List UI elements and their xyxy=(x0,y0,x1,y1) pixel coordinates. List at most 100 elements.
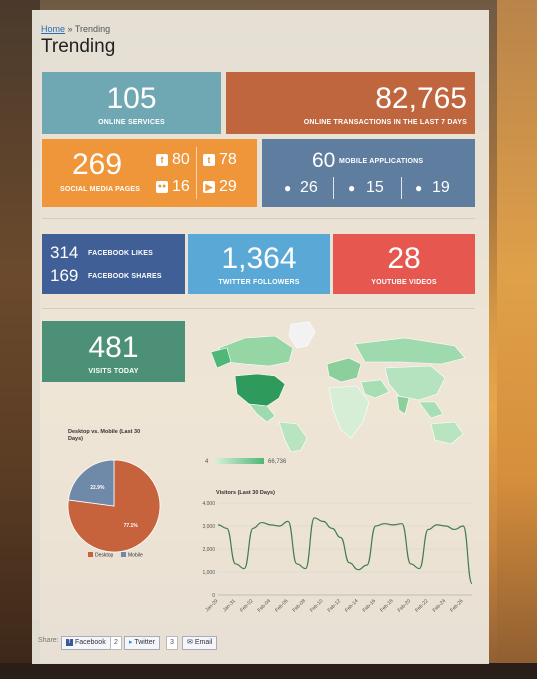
background-bottom xyxy=(0,663,537,679)
youtube-videos-value: 28 xyxy=(387,242,421,275)
facebook-share-icon: f xyxy=(66,638,73,646)
legend-swatch-desktop xyxy=(88,552,93,557)
email-icon: ✉ xyxy=(187,639,193,646)
map-asia xyxy=(384,365,446,401)
mobile-divider-1 xyxy=(333,177,334,199)
map-se-asia xyxy=(418,401,444,419)
map-india xyxy=(396,395,410,415)
share-facebook-button[interactable]: f Facebook xyxy=(61,636,111,650)
map-south-america xyxy=(278,421,308,453)
facebook-likes-value: 314 xyxy=(50,243,79,262)
twitter-followers-value: 1,364 xyxy=(221,242,297,275)
share-email-button[interactable]: ✉ Email xyxy=(182,636,218,650)
youtube-videos-tile: 28 YOUTUBE VIDEOS xyxy=(333,234,475,294)
mobile-apps-label: MOBILE APPLICATIONS xyxy=(339,158,424,165)
visits-today-label: VISITS TODAY xyxy=(88,368,139,375)
map-canada xyxy=(218,335,294,367)
facebook-stats-tile: 314 FACEBOOK LIKES 169 FACEBOOK SHARES xyxy=(42,234,185,294)
share-label: Share: xyxy=(38,637,59,644)
y-tick-label: 3,000 xyxy=(202,524,215,530)
facebook-shares-label: FACEBOOK SHARES xyxy=(88,273,162,280)
x-tick-label: Feb-20 xyxy=(397,598,413,614)
x-tick-label: Feb-08 xyxy=(292,598,308,614)
map-legend-bar xyxy=(214,458,264,464)
x-tick-label: Jan-29 xyxy=(204,598,219,613)
social-media-label: SOCIAL MEDIA PAGES xyxy=(60,186,141,193)
pie-slice-mobile xyxy=(67,459,115,507)
apple-icon: ● xyxy=(284,181,292,195)
page-title: Trending xyxy=(41,36,116,57)
map-middle-east xyxy=(360,379,390,399)
x-tick-label: Feb-14 xyxy=(344,598,360,614)
line-chart: Visitors (Last 30 Days) 0 1,000 2,000 3,000… xyxy=(202,490,473,614)
facebook-icon: f xyxy=(156,154,168,166)
pie-slices: 77.1% 22.9% xyxy=(67,459,161,553)
youtube-videos-label: YOUTUBE VIDEOS xyxy=(371,279,437,286)
apple-count: 26 xyxy=(300,179,318,196)
share-email-label: Email xyxy=(194,639,213,646)
x-tick-label: Feb-04 xyxy=(257,598,273,614)
facebook-shares-value: 169 xyxy=(50,266,79,285)
legend-label-mobile: Mobile xyxy=(128,553,143,559)
map-africa xyxy=(328,385,370,439)
line-x-ticks: Jan-29 Jan-31 Feb-02 Feb-04 Feb-06 Feb-08 Feb-… xyxy=(204,598,464,614)
facebook-count: 80 xyxy=(172,151,190,168)
online-services-tile: 105 ONLINE SERVICES xyxy=(42,72,221,134)
map-legend-max: 66,736 xyxy=(268,459,287,465)
y-tick-label: 4,000 xyxy=(202,501,215,507)
flickr-icon: ●● xyxy=(156,181,168,193)
map-mexico xyxy=(248,403,276,423)
x-tick-label: Feb-16 xyxy=(362,598,378,614)
breadcrumb-home-link[interactable]: Home xyxy=(41,24,66,34)
blackberry-count: 19 xyxy=(432,179,450,196)
map-australia xyxy=(430,421,464,445)
social-divider xyxy=(196,147,197,199)
mobile-apps-value: 60 xyxy=(312,149,336,172)
online-services-value: 105 xyxy=(106,82,157,115)
pie-chart-title-line-1: Desktop vs. Mobile (Last 30 xyxy=(68,429,140,435)
social-media-value: 269 xyxy=(72,148,123,181)
y-tick-label: 1,000 xyxy=(202,570,215,576)
x-tick-label: Feb-26 xyxy=(449,598,465,614)
twitter-followers-tile: 1,364 TWITTER FOLLOWERS xyxy=(188,234,330,294)
twitter-count: 78 xyxy=(219,151,237,168)
map-legend-min: 4 xyxy=(205,459,209,465)
visits-today-value: 481 xyxy=(88,331,139,364)
y-tick-label: 0 xyxy=(212,593,215,599)
pie-legend: Desktop Mobile xyxy=(88,552,143,559)
divider-1 xyxy=(42,218,475,219)
mobile-divider-2 xyxy=(401,177,402,199)
x-tick-label: Feb-18 xyxy=(379,598,395,614)
line-y-ticks: 0 1,000 2,000 3,000 4,000 xyxy=(202,501,215,599)
blackberry-icon: ● xyxy=(415,181,423,195)
online-services-label: ONLINE SERVICES xyxy=(98,119,165,126)
social-media-tile: 269 SOCIAL MEDIA PAGES f 80 t 78 ●● 16 ▶… xyxy=(42,139,257,207)
pie-label-mobile: 22.9% xyxy=(90,485,105,491)
mobile-apps-tile: 60 MOBILE APPLICATIONS ● 26 ● 15 ● 19 xyxy=(262,139,475,207)
x-tick-label: Feb-22 xyxy=(414,598,430,614)
world-map[interactable] xyxy=(205,318,475,453)
share-twitter-label: Twitter xyxy=(134,639,155,646)
breadcrumb-current: Trending xyxy=(74,24,111,34)
legend-label-desktop: Desktop xyxy=(95,553,114,559)
legend-swatch-mobile xyxy=(121,552,126,557)
share-twitter-button[interactable]: ▸ Twitter xyxy=(124,636,160,650)
map-alaska xyxy=(210,347,232,369)
online-transactions-value: 82,765 xyxy=(375,82,467,115)
map-russia xyxy=(354,337,466,365)
visits-today-tile: 481 VISITS TODAY xyxy=(42,321,185,382)
divider-2 xyxy=(42,308,475,309)
map-europe xyxy=(326,357,362,383)
line-chart-title: Visitors (Last 30 Days) xyxy=(216,490,275,496)
x-tick-label: Feb-06 xyxy=(274,598,290,614)
pie-chart: Desktop vs. Mobile (Last 30 Days) 77.1% 2… xyxy=(67,429,161,559)
twitter-share-icon: ▸ xyxy=(129,639,133,646)
x-tick-label: Feb-10 xyxy=(309,598,325,614)
breadcrumb: Home » Trending xyxy=(41,24,110,34)
share-facebook-count: 2 xyxy=(110,636,122,650)
twitter-icon: t xyxy=(203,154,215,166)
x-tick-label: Feb-12 xyxy=(327,598,343,614)
share-facebook-label: Facebook xyxy=(74,639,106,646)
background-right xyxy=(497,0,537,679)
android-icon: ● xyxy=(348,181,356,195)
